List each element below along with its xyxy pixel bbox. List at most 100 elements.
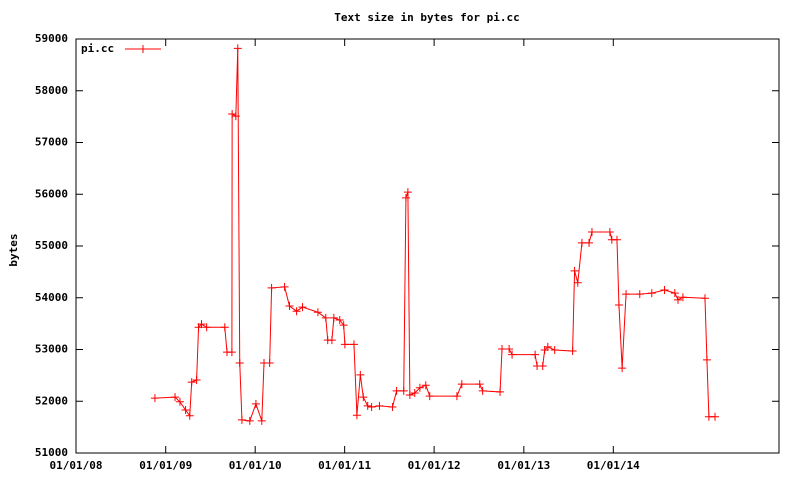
- data-point: [280, 282, 289, 291]
- y-tick-label: 58000: [35, 84, 68, 97]
- data-point: [531, 350, 540, 359]
- data-point: [237, 415, 246, 424]
- y-tick-label: 51000: [35, 446, 68, 459]
- data-point: [568, 347, 577, 356]
- data-point: [220, 323, 229, 332]
- data-point: [245, 416, 254, 425]
- legend-label: pi.cc: [81, 42, 114, 55]
- data-point: [257, 416, 266, 425]
- data-point: [457, 380, 466, 389]
- data-point: [352, 411, 361, 420]
- data-point: [550, 346, 559, 355]
- data-point: [175, 397, 184, 406]
- data-point: [508, 350, 517, 359]
- x-tick-label: 01/01/08: [50, 459, 103, 472]
- data-point: [678, 293, 687, 302]
- data-point: [505, 344, 514, 353]
- data-point: [421, 381, 430, 390]
- data-point: [475, 380, 484, 389]
- data-point: [415, 383, 424, 392]
- data-point: [405, 391, 414, 400]
- data-point: [228, 110, 237, 119]
- data-point: [538, 362, 547, 371]
- x-tick-label: 01/01/10: [229, 459, 282, 472]
- data-point: [660, 285, 669, 294]
- data-point: [570, 266, 579, 275]
- data-point: [298, 303, 307, 312]
- y-tick-label: 57000: [35, 136, 68, 149]
- data-point: [496, 387, 505, 396]
- data-point: [670, 289, 679, 298]
- y-axis-label: bytes: [7, 233, 20, 266]
- data-point: [187, 378, 196, 387]
- data-point: [711, 412, 720, 421]
- data-point: [410, 388, 419, 397]
- data-point: [202, 323, 211, 332]
- chart-title: Text size in bytes for pi.cc: [334, 11, 519, 24]
- data-point: [388, 402, 397, 411]
- data-point: [478, 386, 487, 395]
- data-point: [702, 355, 711, 364]
- data-point: [498, 344, 507, 353]
- y-tick-label: 56000: [35, 187, 68, 200]
- data-point: [233, 44, 242, 53]
- data-point: [573, 278, 582, 287]
- data-point: [349, 340, 358, 349]
- data-point: [367, 402, 376, 411]
- data-point: [401, 193, 410, 202]
- data-point: [587, 228, 596, 237]
- x-tick-label: 01/01/13: [497, 459, 550, 472]
- data-point: [185, 411, 194, 420]
- data-point: [399, 386, 408, 395]
- y-tick-label: 52000: [35, 394, 68, 407]
- data-point: [327, 336, 336, 345]
- data-point: [235, 358, 244, 367]
- data-point: [622, 290, 631, 299]
- data-point: [543, 342, 552, 351]
- y-tick-label: 54000: [35, 291, 68, 304]
- y-tick-label: 59000: [35, 32, 68, 45]
- data-point: [375, 401, 384, 410]
- data-point: [321, 313, 330, 322]
- data-point: [674, 295, 683, 304]
- data-point: [171, 393, 180, 402]
- data-point: [577, 238, 586, 247]
- data-point: [647, 289, 656, 298]
- data-point: [265, 358, 274, 367]
- data-point: [292, 307, 301, 316]
- data-point: [329, 313, 338, 322]
- data-point: [614, 300, 623, 309]
- data-point: [335, 316, 344, 325]
- y-tick-label: 55000: [35, 239, 68, 252]
- data-point: [363, 401, 372, 410]
- data-point: [313, 308, 322, 317]
- data-point: [618, 364, 627, 373]
- data-point: [605, 228, 614, 237]
- data-point: [359, 393, 368, 402]
- data-point: [227, 348, 236, 357]
- data-point: [231, 112, 240, 121]
- data-point: [585, 238, 594, 247]
- x-tick-label: 01/01/09: [139, 459, 192, 472]
- data-point: [197, 320, 206, 329]
- data-point: [635, 290, 644, 299]
- x-tick-label: 01/01/12: [408, 459, 461, 472]
- data-point: [425, 392, 434, 401]
- data-point: [251, 399, 260, 408]
- data-point: [700, 294, 709, 303]
- y-tick-label: 53000: [35, 343, 68, 356]
- legend-swatch-point: [139, 45, 147, 53]
- data-point: [181, 406, 190, 415]
- x-tick-label: 01/01/14: [587, 459, 640, 472]
- data-point: [267, 283, 276, 292]
- data-point: [192, 376, 201, 385]
- data-point: [339, 321, 348, 330]
- data-point: [612, 235, 621, 244]
- data-point: [150, 394, 159, 403]
- data-point: [452, 392, 461, 401]
- data-point: [403, 188, 412, 197]
- data-point: [392, 386, 401, 395]
- data-point: [356, 370, 365, 379]
- data-point: [285, 302, 294, 311]
